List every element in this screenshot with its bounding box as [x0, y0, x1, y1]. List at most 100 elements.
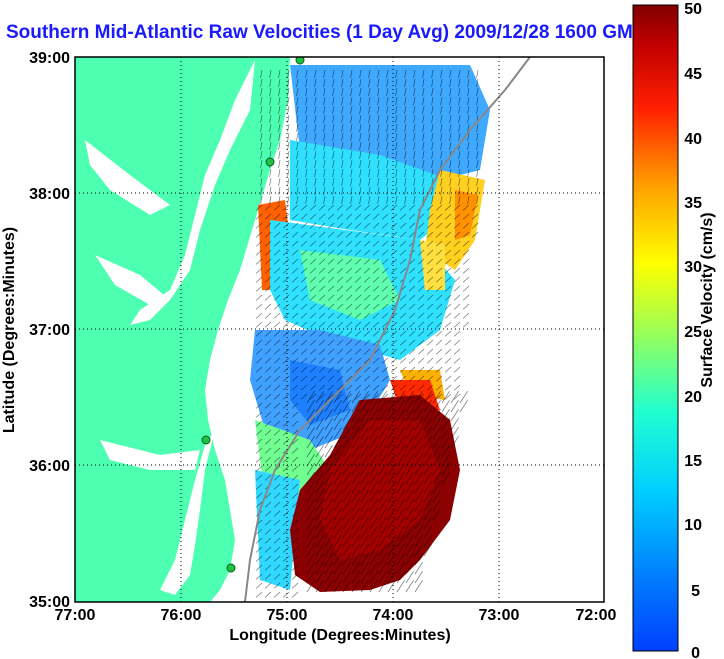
velocity-vector — [359, 132, 362, 141]
velocity-vector — [444, 285, 452, 292]
velocity-vector — [300, 213, 308, 220]
velocity-vector — [264, 321, 272, 328]
velocity-vector — [423, 427, 432, 440]
velocity-vector — [387, 445, 396, 458]
velocity-vector — [458, 69, 461, 78]
velocity-vector — [324, 418, 333, 431]
velocity-vector — [377, 177, 380, 186]
velocity-vector — [282, 384, 290, 391]
velocity-vector — [333, 472, 342, 485]
velocity-vector — [414, 409, 423, 422]
velocity-vector — [291, 393, 299, 400]
velocity-vector — [363, 249, 371, 256]
velocity-vector — [399, 213, 407, 220]
velocity-vector — [318, 285, 326, 292]
velocity-vector — [459, 391, 468, 404]
velocity-vector — [377, 132, 380, 141]
velocity-vector — [386, 186, 389, 195]
colorbar-tick: 10 — [684, 517, 702, 534]
velocity-vector — [264, 231, 272, 238]
velocity-vector — [255, 555, 263, 562]
velocity-vector — [264, 384, 272, 391]
velocity-vector — [273, 258, 281, 265]
velocity-vector — [260, 105, 263, 114]
velocity-vector — [315, 400, 324, 413]
velocity-vector — [291, 411, 299, 418]
velocity-vector — [417, 294, 425, 301]
velocity-vector — [260, 195, 263, 204]
velocity-vector — [453, 384, 461, 391]
velocity-vector — [291, 519, 299, 526]
velocity-vector — [324, 400, 333, 413]
velocity-vector — [449, 78, 452, 87]
velocity-vector — [378, 544, 387, 557]
velocity-vector — [315, 391, 324, 404]
velocity-vector — [426, 366, 434, 373]
velocity-vector — [333, 562, 342, 575]
velocity-vector — [399, 366, 407, 373]
velocity-vector — [449, 87, 452, 96]
velocity-vector — [359, 105, 362, 114]
velocity-vector — [369, 391, 378, 404]
velocity-vector — [345, 204, 353, 211]
velocity-vector — [387, 454, 396, 467]
velocity-vector — [255, 429, 263, 436]
velocity-vector — [467, 105, 470, 114]
velocity-vector — [324, 562, 333, 575]
velocity-vector — [354, 366, 362, 373]
velocity-vector — [431, 150, 434, 159]
velocity-vector — [369, 490, 378, 503]
velocity-vector — [342, 454, 351, 467]
velocity-vector — [405, 445, 414, 458]
velocity-vector — [282, 366, 290, 373]
velocity-vector — [287, 159, 290, 168]
velocity-vector — [324, 436, 333, 449]
velocity-vector — [408, 213, 416, 220]
velocity-vector — [363, 384, 371, 391]
velocity-vector — [432, 409, 441, 422]
velocity-vector — [333, 580, 342, 593]
velocity-vector — [345, 384, 353, 391]
velocity-vector — [441, 472, 450, 485]
velocity-vector — [458, 159, 461, 168]
velocity-vector — [423, 490, 432, 503]
velocity-vector — [378, 400, 387, 413]
velocity-vector — [255, 384, 263, 391]
velocity-vector — [345, 249, 353, 256]
velocity-vector — [387, 472, 396, 485]
velocity-vector — [368, 105, 371, 114]
velocity-vector — [296, 141, 299, 150]
velocity-vector — [255, 330, 263, 337]
velocity-vector — [264, 276, 272, 283]
velocity-vector — [453, 321, 461, 328]
velocity-vector — [291, 483, 299, 490]
velocity-vector — [426, 276, 434, 283]
map-plot-area — [75, 57, 604, 602]
velocity-vector — [405, 544, 414, 557]
velocity-vector — [417, 249, 425, 256]
velocity-vector — [291, 582, 299, 589]
velocity-vector — [369, 463, 378, 476]
velocity-vector — [333, 571, 342, 584]
velocity-vector — [372, 267, 380, 274]
velocity-vector — [435, 285, 443, 292]
velocity-vector — [282, 375, 290, 382]
velocity-vector — [360, 508, 369, 521]
velocity-vector — [296, 105, 299, 114]
velocity-vector — [431, 159, 434, 168]
velocity-vector — [359, 96, 362, 105]
velocity-vector — [387, 418, 396, 431]
velocity-vector — [426, 303, 434, 310]
velocity-vector — [318, 240, 326, 247]
velocity-vector — [342, 400, 351, 413]
velocity-vector — [396, 553, 405, 566]
velocity-vector — [332, 87, 335, 96]
velocity-vector — [332, 150, 335, 159]
velocity-vector — [291, 285, 299, 292]
velocity-vector — [423, 517, 432, 530]
velocity-vector — [314, 186, 317, 195]
velocity-vector — [399, 294, 407, 301]
velocity-vector — [476, 96, 479, 105]
velocity-vector — [399, 258, 407, 265]
velocity-vector — [453, 357, 461, 364]
